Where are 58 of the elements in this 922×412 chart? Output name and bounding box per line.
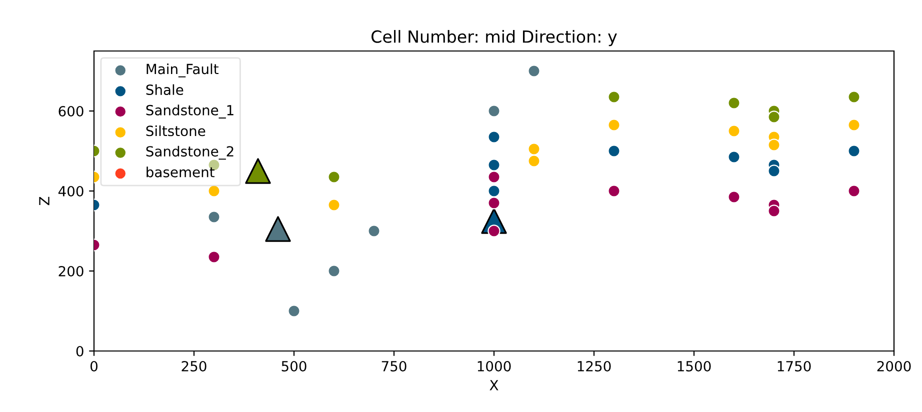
point xyxy=(768,204,780,218)
point xyxy=(245,158,271,184)
point xyxy=(488,130,500,144)
x-tick-label: 1000 xyxy=(478,360,511,372)
point xyxy=(208,210,220,224)
legend-label: Siltstone xyxy=(146,125,206,136)
point xyxy=(208,250,220,264)
x-tick-label: 1250 xyxy=(578,360,611,372)
x-tick-label: 500 xyxy=(282,360,306,372)
point xyxy=(728,124,740,138)
point xyxy=(848,184,860,198)
point xyxy=(528,154,540,168)
point xyxy=(368,224,380,238)
point xyxy=(528,142,540,156)
chart-title: Cell Number: mid Direction: y xyxy=(372,30,617,46)
point xyxy=(528,64,540,78)
point xyxy=(608,184,620,198)
x-tick-label: 250 xyxy=(182,360,206,372)
point xyxy=(728,150,740,164)
point xyxy=(328,198,340,212)
point xyxy=(608,118,620,132)
point xyxy=(608,90,620,104)
point xyxy=(488,158,500,172)
point xyxy=(848,118,860,132)
point xyxy=(848,90,860,104)
y-tick-label: 0 xyxy=(76,346,84,356)
point xyxy=(328,264,340,278)
x-tick-label: 0 xyxy=(90,360,98,372)
point xyxy=(265,216,291,242)
legend-label: Sandstone_1 xyxy=(146,104,234,118)
x-tick-label: 1750 xyxy=(778,360,811,372)
point xyxy=(768,164,780,178)
y-tick-label: 600 xyxy=(58,106,84,116)
x-tick-label: 1500 xyxy=(678,360,711,372)
point xyxy=(328,170,340,184)
point xyxy=(488,184,500,198)
point xyxy=(288,304,300,318)
point xyxy=(728,190,740,204)
point xyxy=(728,96,740,110)
point xyxy=(488,224,500,238)
legend-label: Shale xyxy=(146,84,184,96)
y-tick-label: 400 xyxy=(58,186,84,196)
y-tick-label: 200 xyxy=(58,266,84,276)
point xyxy=(768,110,780,124)
point xyxy=(488,170,500,184)
x-axis-title: X xyxy=(490,380,498,390)
point xyxy=(488,104,500,118)
point xyxy=(488,196,500,210)
legend-label: Sandstone_2 xyxy=(146,146,234,160)
point xyxy=(608,144,620,158)
x-tick-label: 2000 xyxy=(877,360,911,372)
x-tick-label: 750 xyxy=(382,360,406,372)
point xyxy=(848,144,860,158)
y-axis-title: Z xyxy=(39,196,50,206)
legend-label: basement xyxy=(146,166,214,178)
point xyxy=(768,138,780,152)
point xyxy=(208,184,220,198)
legend-label: Main_Fault xyxy=(146,64,218,78)
